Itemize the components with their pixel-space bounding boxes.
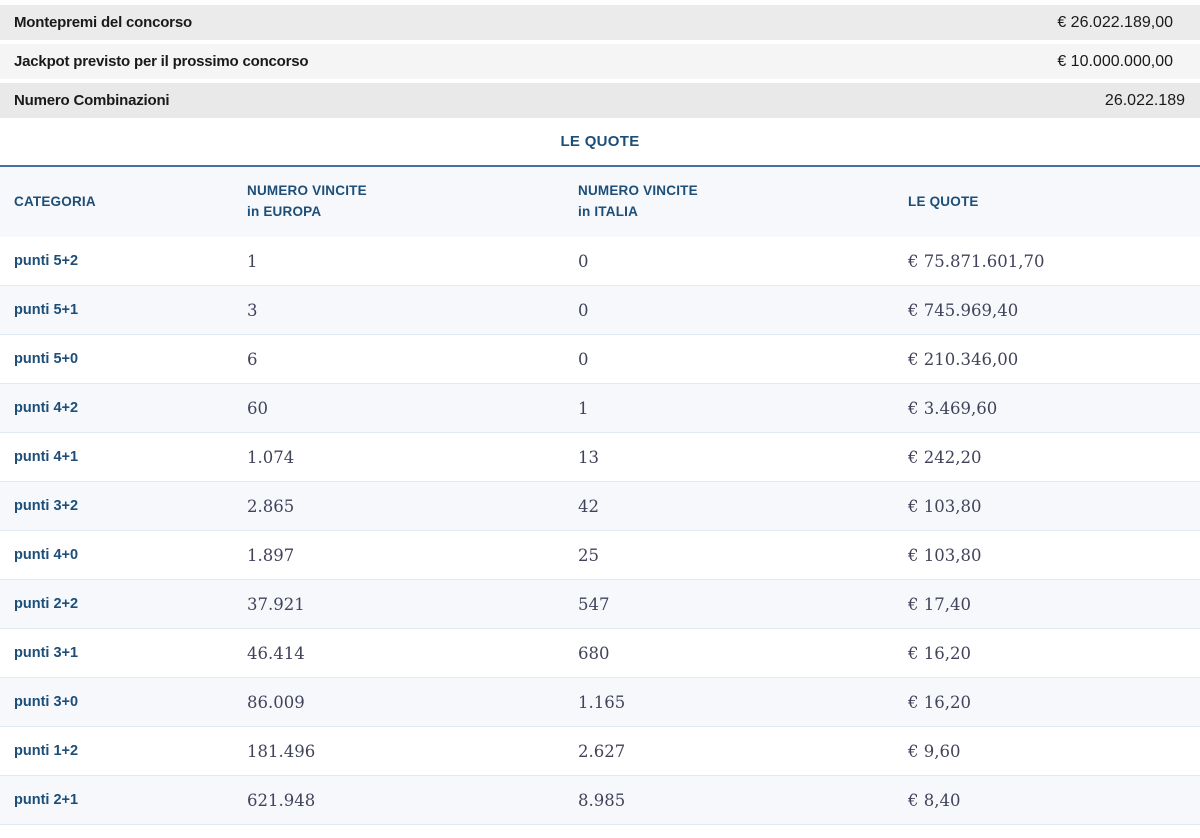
vincite-italia-cell: 25 bbox=[578, 545, 599, 565]
header-vincite-italia: NUMERO VINCITE in ITALIA bbox=[578, 183, 698, 219]
montepremi-label: Montepremi del concorso bbox=[14, 14, 192, 31]
quota-cell: € 103,80 bbox=[908, 496, 982, 516]
vincite-europa-cell: 1.897 bbox=[247, 545, 295, 565]
header-vincite-europa: NUMERO VINCITE in EUROPA bbox=[247, 183, 367, 219]
vincite-europa-cell: 37.921 bbox=[247, 594, 305, 614]
quota-cell: € 3.469,60 bbox=[908, 398, 998, 418]
vincite-italia-cell: 42 bbox=[578, 496, 599, 516]
table-row: punti 4+0 1.897 25 € 103,80 bbox=[0, 531, 1200, 580]
table-row: punti 2+2 37.921 547 € 17,40 bbox=[0, 580, 1200, 629]
vincite-italia-cell: 0 bbox=[578, 251, 589, 271]
table-row: punti 3+2 2.865 42 € 103,80 bbox=[0, 482, 1200, 531]
categoria-cell: punti 3+0 bbox=[14, 694, 79, 710]
quota-cell: € 17,40 bbox=[908, 594, 971, 614]
quota-cell: € 9,60 bbox=[908, 741, 961, 761]
vincite-italia-cell: 1.165 bbox=[578, 692, 626, 712]
table-row: punti 4+2 60 1 € 3.469,60 bbox=[0, 384, 1200, 433]
summary-section: Montepremi del concorso € 26.022.189,00 … bbox=[0, 0, 1200, 118]
vincite-italia-cell: 13 bbox=[578, 447, 599, 467]
quota-cell: € 16,20 bbox=[908, 643, 971, 663]
categoria-cell: punti 1+2 bbox=[14, 743, 79, 759]
categoria-cell: punti 5+2 bbox=[14, 253, 79, 269]
categoria-cell: punti 2+2 bbox=[14, 596, 79, 612]
vincite-italia-cell: 2.627 bbox=[578, 741, 626, 761]
vincite-europa-cell: 60 bbox=[247, 398, 268, 418]
quota-cell: € 16,20 bbox=[908, 692, 971, 712]
table-row: punti 5+1 3 0 € 745.969,40 bbox=[0, 286, 1200, 335]
table-row: punti 2+1 621.948 8.985 € 8,40 bbox=[0, 776, 1200, 825]
table-row: punti 1+2 181.496 2.627 € 9,60 bbox=[0, 727, 1200, 776]
vincite-italia-cell: 0 bbox=[578, 349, 589, 369]
table-header-row: CATEGORIA NUMERO VINCITE in EUROPA NUMER… bbox=[0, 167, 1200, 237]
summary-row-montepremi: Montepremi del concorso € 26.022.189,00 bbox=[0, 5, 1200, 40]
categoria-cell: punti 3+2 bbox=[14, 498, 79, 514]
table-row: punti 5+0 6 0 € 210.346,00 bbox=[0, 335, 1200, 384]
categoria-cell: punti 3+1 bbox=[14, 645, 79, 661]
vincite-italia-cell: 0 bbox=[578, 300, 589, 320]
header-categoria: CATEGORIA bbox=[14, 193, 96, 209]
summary-row-combinazioni: Numero Combinazioni 26.022.189 bbox=[0, 83, 1200, 118]
categoria-cell: punti 4+0 bbox=[14, 547, 79, 563]
vincite-europa-cell: 181.496 bbox=[247, 741, 316, 761]
categoria-cell: punti 4+2 bbox=[14, 400, 79, 416]
jackpot-label: Jackpot previsto per il prossimo concors… bbox=[14, 53, 309, 70]
quota-cell: € 103,80 bbox=[908, 545, 982, 565]
combinazioni-label: Numero Combinazioni bbox=[14, 92, 170, 109]
vincite-europa-cell: 3 bbox=[247, 300, 258, 320]
vincite-italia-cell: 1 bbox=[578, 398, 589, 418]
table-row: punti 4+1 1.074 13 € 242,20 bbox=[0, 433, 1200, 482]
vincite-europa-cell: 1.074 bbox=[247, 447, 295, 467]
quota-cell: € 242,20 bbox=[908, 447, 982, 467]
vincite-italia-cell: 8.985 bbox=[578, 790, 626, 810]
vincite-europa-cell: 86.009 bbox=[247, 692, 305, 712]
categoria-cell: punti 5+1 bbox=[14, 302, 79, 318]
categoria-cell: punti 5+0 bbox=[14, 351, 79, 367]
table-row: punti 5+2 1 0 € 75.871.601,70 bbox=[0, 237, 1200, 286]
summary-row-jackpot: Jackpot previsto per il prossimo concors… bbox=[0, 44, 1200, 79]
le-quote-title: LE QUOTE bbox=[560, 133, 640, 150]
vincite-europa-cell: 2.865 bbox=[247, 496, 295, 516]
quota-cell: € 745.969,40 bbox=[908, 300, 1019, 320]
vincite-europa-cell: 46.414 bbox=[247, 643, 305, 663]
quota-cell: € 8,40 bbox=[908, 790, 961, 810]
montepremi-value: € 26.022.189,00 bbox=[1057, 13, 1173, 31]
quote-table: CATEGORIA NUMERO VINCITE in EUROPA NUMER… bbox=[0, 165, 1200, 825]
categoria-cell: punti 2+1 bbox=[14, 792, 79, 808]
vincite-europa-cell: 1 bbox=[247, 251, 258, 271]
quota-cell: € 75.871.601,70 bbox=[908, 251, 1045, 271]
vincite-europa-cell: 6 bbox=[247, 349, 258, 369]
table-row: punti 3+0 86.009 1.165 € 16,20 bbox=[0, 678, 1200, 727]
vincite-italia-cell: 680 bbox=[578, 643, 610, 663]
table-row: punti 3+1 46.414 680 € 16,20 bbox=[0, 629, 1200, 678]
header-le-quote: LE QUOTE bbox=[908, 193, 979, 209]
vincite-europa-cell: 621.948 bbox=[247, 790, 316, 810]
vincite-italia-cell: 547 bbox=[578, 594, 610, 614]
combinazioni-value: 26.022.189 bbox=[1104, 91, 1185, 109]
jackpot-value: € 10.000.000,00 bbox=[1057, 52, 1173, 70]
categoria-cell: punti 4+1 bbox=[14, 449, 79, 465]
quota-cell: € 210.346,00 bbox=[908, 349, 1019, 369]
